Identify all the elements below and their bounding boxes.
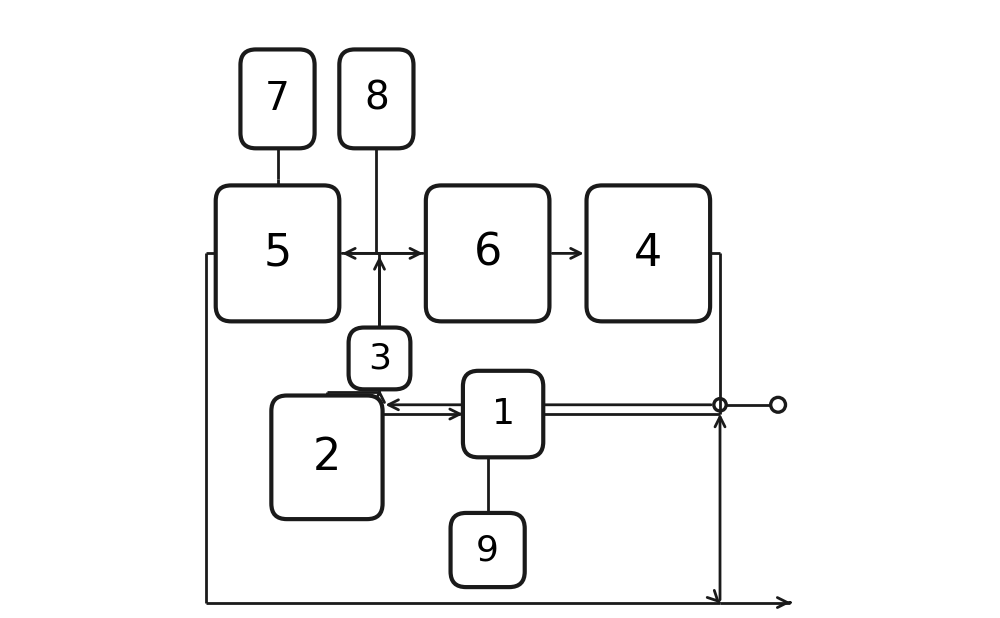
FancyBboxPatch shape <box>240 49 315 148</box>
Text: 5: 5 <box>263 232 292 275</box>
FancyBboxPatch shape <box>349 328 410 389</box>
Text: 3: 3 <box>368 341 391 376</box>
FancyBboxPatch shape <box>216 185 339 321</box>
FancyBboxPatch shape <box>271 396 383 519</box>
Text: 7: 7 <box>265 80 290 118</box>
FancyBboxPatch shape <box>463 371 543 457</box>
FancyBboxPatch shape <box>451 513 525 587</box>
Text: 4: 4 <box>634 232 662 275</box>
FancyBboxPatch shape <box>339 49 413 148</box>
Text: 6: 6 <box>474 232 502 275</box>
Text: 9: 9 <box>476 533 499 567</box>
Text: 8: 8 <box>364 80 389 118</box>
FancyBboxPatch shape <box>587 185 710 321</box>
Text: 2: 2 <box>313 436 341 479</box>
FancyBboxPatch shape <box>426 185 549 321</box>
Text: 1: 1 <box>492 397 515 431</box>
